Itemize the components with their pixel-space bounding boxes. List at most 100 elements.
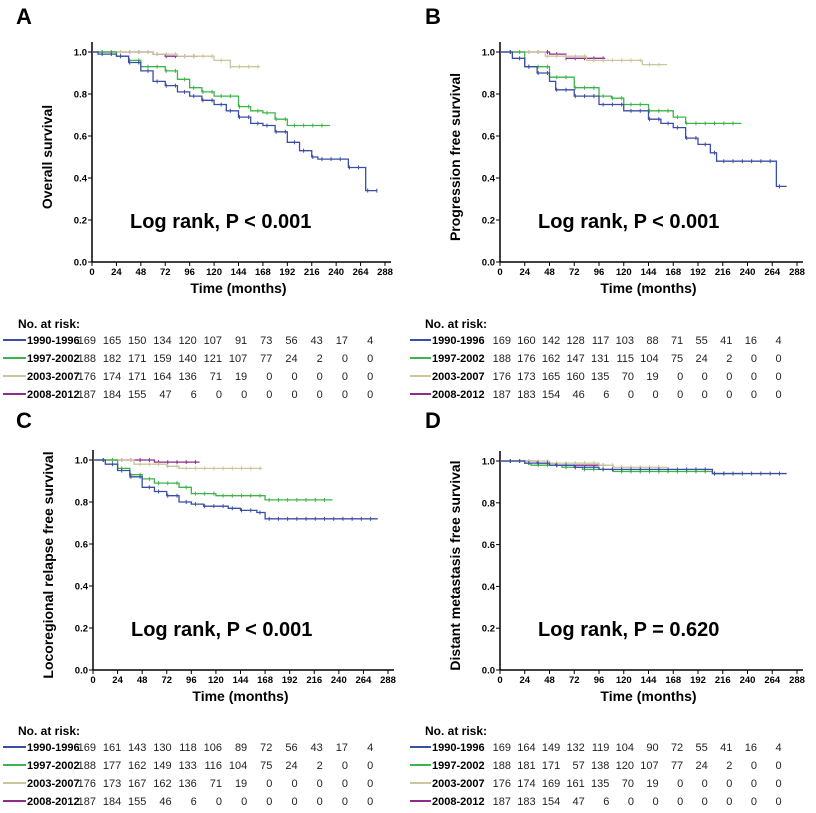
- risk-count: 162: [542, 353, 560, 365]
- y-tick-label: 0.2: [74, 216, 87, 227]
- y-tick-label: 0.4: [74, 174, 88, 185]
- risk-count: 161: [103, 742, 121, 754]
- x-tick-label: 96: [594, 675, 605, 686]
- risk-count: 118: [179, 742, 197, 754]
- risk-count: 183: [517, 389, 535, 401]
- risk-count: 0: [291, 796, 297, 808]
- y-axis-title: Progression free survival: [447, 73, 463, 241]
- x-tick-label: 192: [690, 675, 706, 686]
- risk-count: 0: [726, 778, 732, 790]
- x-tick-label: 144: [233, 675, 250, 686]
- risk-count: 0: [342, 760, 348, 772]
- x-tick-label: 72: [569, 267, 580, 278]
- risk-count: 162: [128, 760, 146, 772]
- y-tick-label: 0.0: [482, 666, 495, 677]
- risk-count: 46: [573, 389, 585, 401]
- km-curve-1997-2002: [500, 51, 742, 125]
- km-curve-1997-2002: [92, 51, 331, 127]
- risk-count: 71: [210, 778, 222, 790]
- risk-count: 104: [229, 760, 247, 772]
- risk-count: 43: [311, 335, 323, 347]
- km-curve-1990-1996: [500, 51, 787, 188]
- risk-table: No. at risk:1990-1996 169 160 142 128 117 103 8…: [410, 317, 782, 401]
- risk-row-label: 1997-2002: [432, 760, 485, 772]
- risk-count: 0: [266, 389, 272, 401]
- x-tick-label: 48: [137, 675, 148, 686]
- risk-count: 169: [493, 335, 511, 347]
- risk-count: 128: [566, 335, 584, 347]
- y-tick-label: 1.0: [74, 48, 87, 59]
- risk-count: 47: [159, 389, 171, 401]
- risk-count: 169: [542, 778, 560, 790]
- risk-count: 135: [591, 371, 609, 383]
- risk-count: 0: [775, 796, 781, 808]
- km-curve-2003-2007: [93, 459, 263, 470]
- x-axis-title: Time (months): [190, 280, 286, 296]
- risk-count: 0: [726, 389, 732, 401]
- risk-count: 24: [285, 760, 297, 772]
- risk-row-label: 2008-2012: [432, 389, 485, 401]
- risk-count: 176: [493, 778, 511, 790]
- risk-count: 187: [78, 796, 96, 808]
- risk-count: 6: [191, 796, 197, 808]
- risk-count: 165: [542, 371, 560, 383]
- panel-label: A: [16, 4, 32, 29]
- y-tick-label: 0.8: [482, 498, 495, 509]
- x-tick-label: 192: [282, 675, 298, 686]
- risk-count: 133: [178, 760, 196, 772]
- risk-count: 107: [640, 760, 658, 772]
- risk-count: 0: [775, 353, 781, 365]
- risk-count: 0: [628, 389, 634, 401]
- risk-count: 120: [616, 760, 634, 772]
- x-tick-label: 24: [111, 267, 122, 278]
- risk-count: 2: [317, 353, 323, 365]
- x-tick-label: 264: [764, 675, 781, 686]
- risk-row-label: 1997-2002: [432, 353, 485, 365]
- risk-count: 0: [291, 778, 297, 790]
- risk-count: 131: [591, 353, 609, 365]
- risk-count: 138: [591, 760, 609, 772]
- risk-count: 4: [367, 742, 373, 754]
- risk-count: 167: [128, 778, 146, 790]
- risk-count: 16: [745, 335, 757, 347]
- y-tick-label: 0.6: [482, 132, 495, 143]
- x-tick-label: 96: [594, 267, 605, 278]
- y-axis-title: Overall survival: [39, 105, 55, 209]
- risk-row-label: 2003-2007: [27, 371, 80, 383]
- risk-count: 104: [616, 742, 634, 754]
- risk-count: 134: [153, 335, 171, 347]
- risk-count: 0: [652, 796, 658, 808]
- panel-b: B0 24 48 72 96 120 144 168 192 216 240 264 2880.00.2…: [410, 4, 805, 401]
- risk-count: 169: [78, 335, 96, 347]
- risk-count: 91: [235, 335, 247, 347]
- risk-count: 0: [702, 389, 708, 401]
- risk-count: 70: [622, 778, 634, 790]
- risk-count: 188: [493, 353, 511, 365]
- risk-table-title: No. at risk:: [425, 317, 487, 331]
- risk-count: 75: [671, 353, 683, 365]
- y-tick-label: 0.4: [75, 582, 89, 593]
- risk-count: 187: [493, 796, 511, 808]
- risk-count: 164: [517, 742, 535, 754]
- risk-count: 147: [566, 353, 584, 365]
- risk-count: 149: [542, 742, 560, 754]
- risk-table-title: No. at risk:: [18, 724, 80, 738]
- risk-count: 0: [677, 371, 683, 383]
- risk-count: 0: [367, 353, 373, 365]
- x-tick-label: 288: [789, 675, 805, 686]
- risk-count: 176: [78, 371, 96, 383]
- x-tick-label: 72: [161, 675, 172, 686]
- x-tick-label: 216: [306, 675, 322, 686]
- risk-count: 0: [726, 796, 732, 808]
- risk-count: 161: [566, 778, 584, 790]
- panel-c: C0 24 48 72 96 120 144 168 192 216 240 264 2880.00.2…: [3, 408, 396, 808]
- x-tick-label: 168: [665, 267, 681, 278]
- risk-count: 0: [677, 796, 683, 808]
- x-tick-label: 120: [208, 675, 224, 686]
- y-tick-label: 0.6: [74, 132, 87, 143]
- risk-count: 0: [628, 796, 634, 808]
- risk-count: 155: [128, 389, 146, 401]
- risk-count: 120: [178, 335, 196, 347]
